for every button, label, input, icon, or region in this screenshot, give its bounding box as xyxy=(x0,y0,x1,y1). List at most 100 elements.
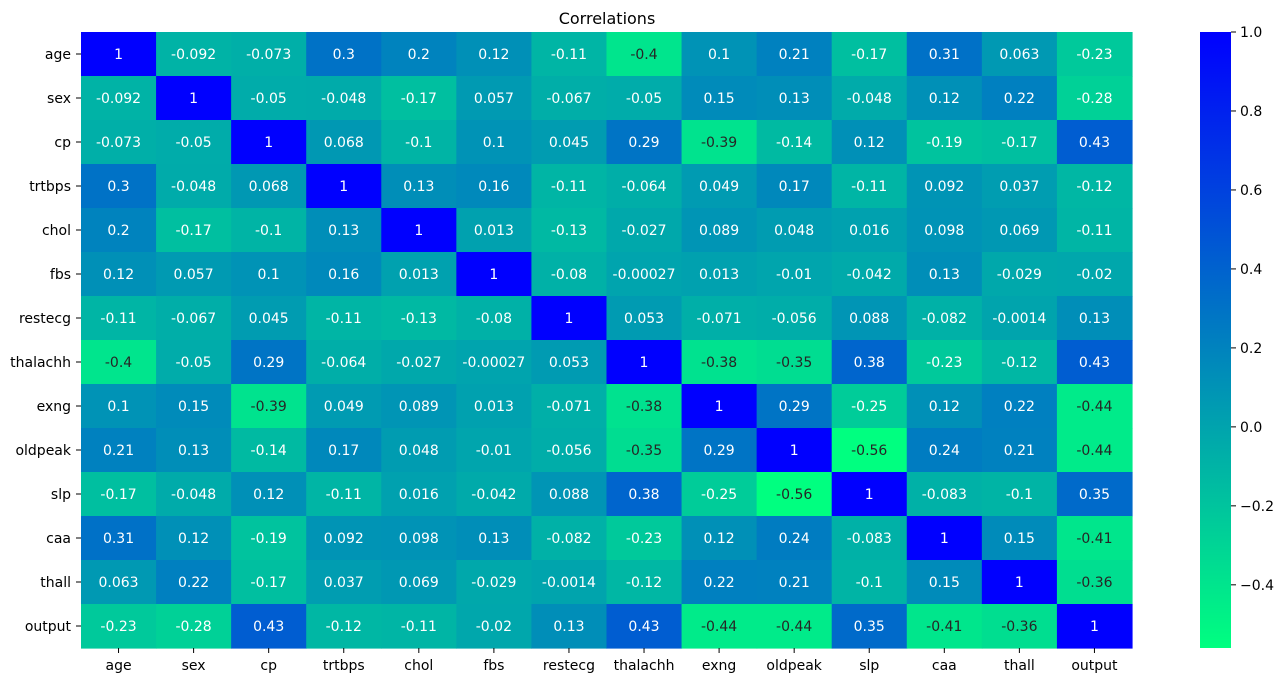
cell-restecg-output xyxy=(1056,296,1133,341)
cell-value-restecg-sex: -0.067 xyxy=(171,311,216,327)
cell-output-exng xyxy=(681,604,758,649)
x-tick-label-thalachh: thalachh xyxy=(614,658,675,674)
cell-thalachh-oldpeak xyxy=(756,340,833,385)
cell-value-trtbps-thalachh: -0.064 xyxy=(621,179,666,195)
cell-thall-restecg xyxy=(531,560,608,605)
cell-fbs-sex xyxy=(156,252,232,297)
cell-trtbps-restecg xyxy=(531,164,608,209)
cell-value-fbs-age: 0.12 xyxy=(103,267,134,283)
cell-oldpeak-fbs xyxy=(456,428,533,473)
cell-sex-fbs xyxy=(456,76,533,121)
cell-value-caa-thall: 0.15 xyxy=(1004,531,1035,547)
cell-chol-fbs xyxy=(456,208,533,253)
cell-restecg-caa xyxy=(906,296,983,341)
cell-thalachh-output xyxy=(1056,340,1133,385)
cell-value-trtbps-age: 0.3 xyxy=(107,179,129,195)
cell-value-output-age: -0.23 xyxy=(100,619,136,635)
cell-oldpeak-output xyxy=(1056,428,1133,473)
cell-value-restecg-output: 0.13 xyxy=(1079,311,1110,327)
cell-value-fbs-thalachh: -0.00027 xyxy=(613,267,676,283)
cell-value-chol-trtbps: 0.13 xyxy=(328,223,359,239)
chart-title: Correlations xyxy=(559,9,656,28)
cell-cp-output xyxy=(1056,120,1133,165)
cell-value-chol-oldpeak: 0.048 xyxy=(774,223,814,239)
cell-value-thall-slp: -0.1 xyxy=(856,575,883,591)
cell-cp-restecg xyxy=(531,120,608,165)
cell-chol-chol xyxy=(381,208,457,253)
cell-value-chol-slp: 0.016 xyxy=(849,223,889,239)
cell-value-trtbps-exng: 0.049 xyxy=(699,179,739,195)
cell-value-thall-trtbps: 0.037 xyxy=(324,575,364,591)
cell-value-thalachh-sex: -0.05 xyxy=(175,355,211,371)
cell-value-oldpeak-caa: 0.24 xyxy=(929,443,960,459)
y-tick-label-restecg: restecg xyxy=(19,311,71,327)
colorbar-tick-label-5: 0.0 xyxy=(1240,420,1262,436)
cell-value-thalachh-oldpeak: -0.35 xyxy=(776,355,812,371)
cell-fbs-age xyxy=(81,252,157,297)
cell-thalachh-caa xyxy=(906,340,983,385)
cell-value-oldpeak-sex: 0.13 xyxy=(178,443,209,459)
cell-value-oldpeak-cp: -0.14 xyxy=(251,443,287,459)
cell-value-exng-caa: 0.12 xyxy=(929,399,960,415)
x-tick-label-caa: caa xyxy=(932,658,957,674)
cell-value-output-thall: -0.36 xyxy=(1001,619,1037,635)
cell-caa-exng xyxy=(681,516,758,561)
cell-value-exng-sex: 0.15 xyxy=(178,399,209,415)
cell-trtbps-oldpeak xyxy=(756,164,833,209)
cell-caa-oldpeak xyxy=(756,516,833,561)
cell-exng-trtbps xyxy=(306,384,382,429)
x-tick-label-sex: sex xyxy=(182,658,206,674)
cell-value-thalachh-exng: -0.38 xyxy=(701,355,737,371)
cell-slp-trtbps xyxy=(306,472,382,517)
cell-restecg-cp xyxy=(231,296,307,341)
cell-value-thall-output: -0.36 xyxy=(1076,575,1112,591)
cell-value-exng-thall: 0.22 xyxy=(1004,399,1035,415)
cell-output-slp xyxy=(831,604,908,649)
cell-thall-thalachh xyxy=(606,560,683,605)
cell-slp-oldpeak xyxy=(756,472,833,517)
cell-value-exng-exng: 1 xyxy=(715,399,724,415)
cell-value-fbs-fbs: 1 xyxy=(489,267,498,283)
cell-value-sex-thalachh: -0.05 xyxy=(626,91,662,107)
cell-value-thall-cp: -0.17 xyxy=(251,575,287,591)
cell-cp-fbs xyxy=(456,120,533,165)
cell-exng-age xyxy=(81,384,157,429)
cell-restecg-thall xyxy=(981,296,1058,341)
cell-value-sex-chol: -0.17 xyxy=(401,91,437,107)
cell-caa-slp xyxy=(831,516,908,561)
cell-trtbps-thall xyxy=(981,164,1058,209)
cell-thalachh-trtbps xyxy=(306,340,382,385)
cell-oldpeak-slp xyxy=(831,428,908,473)
cell-cp-trtbps xyxy=(306,120,382,165)
y-tick-label-trtbps: trtbps xyxy=(29,179,71,195)
y-tick-label-caa: caa xyxy=(46,531,71,547)
cell-value-age-slp: -0.17 xyxy=(851,47,887,63)
cell-restecg-trtbps xyxy=(306,296,382,341)
cell-value-fbs-slp: -0.042 xyxy=(847,267,892,283)
cell-oldpeak-thalachh xyxy=(606,428,683,473)
x-tick-label-fbs: fbs xyxy=(483,658,504,674)
cell-thalachh-chol xyxy=(381,340,457,385)
cell-trtbps-thalachh xyxy=(606,164,683,209)
cell-value-restecg-caa: -0.082 xyxy=(922,311,967,327)
cell-value-output-caa: -0.41 xyxy=(926,619,962,635)
cell-restecg-sex xyxy=(156,296,232,341)
cell-value-restecg-age: -0.11 xyxy=(100,311,136,327)
cell-restecg-exng xyxy=(681,296,758,341)
cell-value-restecg-exng: -0.071 xyxy=(697,311,742,327)
cell-value-oldpeak-chol: 0.048 xyxy=(399,443,439,459)
cell-age-trtbps xyxy=(306,32,382,77)
cell-value-caa-trtbps: 0.092 xyxy=(324,531,364,547)
cell-value-age-sex: -0.092 xyxy=(171,47,216,63)
cell-value-chol-chol: 1 xyxy=(414,223,423,239)
cell-age-chol xyxy=(381,32,457,77)
cell-oldpeak-restecg xyxy=(531,428,608,473)
cell-sex-output xyxy=(1056,76,1133,121)
cell-cp-exng xyxy=(681,120,758,165)
cell-sex-thalachh xyxy=(606,76,683,121)
cell-fbs-fbs xyxy=(456,252,533,297)
cell-value-sex-slp: -0.048 xyxy=(847,91,892,107)
cell-thalachh-slp xyxy=(831,340,908,385)
cell-value-chol-fbs: 0.013 xyxy=(474,223,514,239)
cell-value-chol-cp: -0.1 xyxy=(255,223,282,239)
